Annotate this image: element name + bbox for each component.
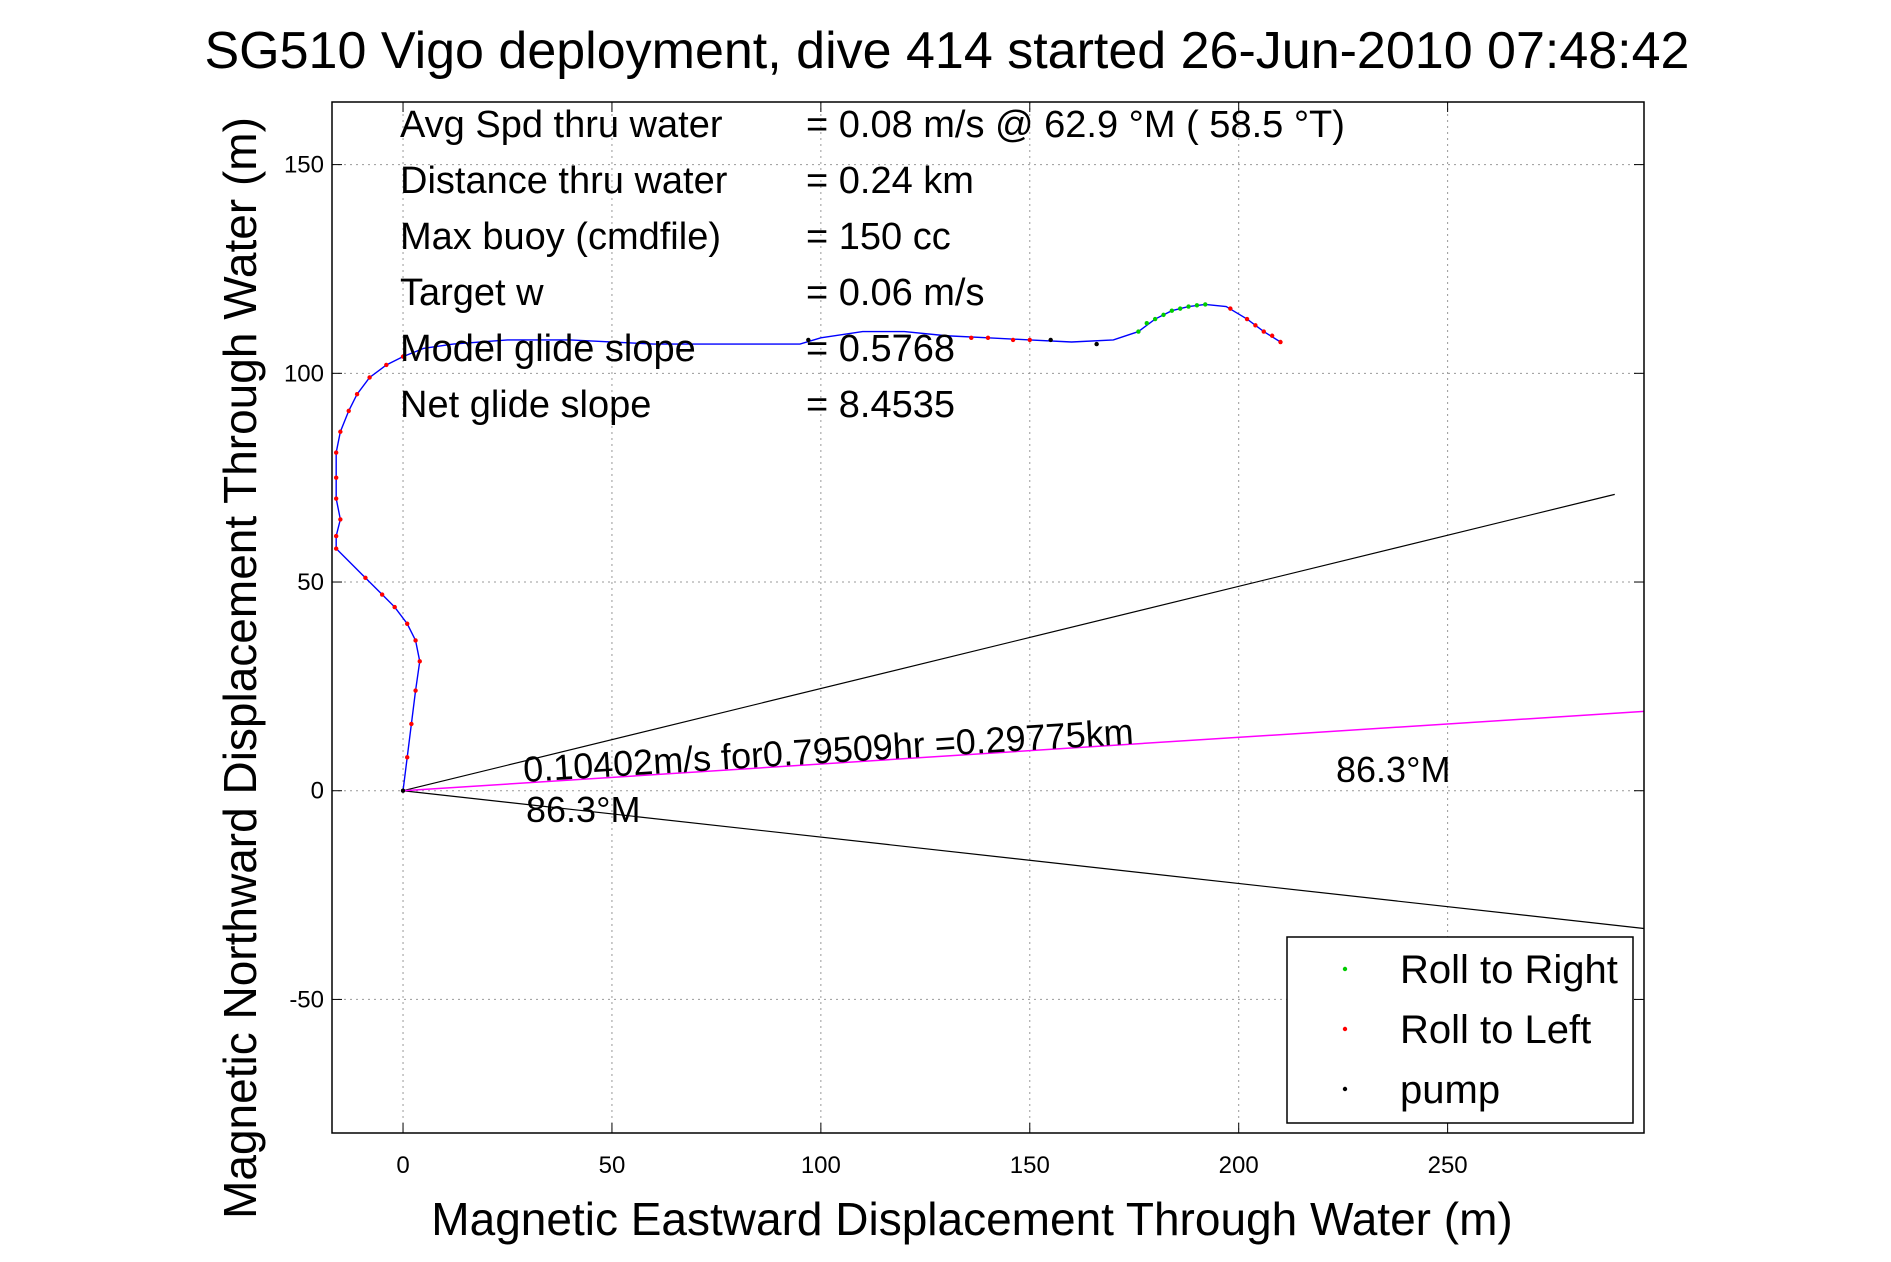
- marker-pump: [1094, 341, 1099, 347]
- marker-roll-to-left: [405, 621, 410, 626]
- stat-label: Model glide slope: [400, 328, 696, 370]
- marker-roll-to-right: [1203, 302, 1208, 307]
- marker-roll-to-left: [985, 335, 991, 341]
- x-tick-label: 0: [396, 1152, 409, 1179]
- marker-roll-to-right: [1186, 304, 1191, 309]
- marker-roll-to-left: [417, 659, 422, 664]
- marker-roll-to-left: [1027, 337, 1032, 343]
- marker-roll-to-left: [392, 604, 397, 610]
- legend-label: pump: [1400, 1068, 1500, 1112]
- marker-roll-to-right: [1161, 312, 1166, 318]
- stat-label: Distance thru water: [400, 160, 728, 202]
- marker-roll-to-left: [400, 354, 406, 359]
- track-line: [335, 303, 1281, 791]
- marker-roll-to-left: [333, 496, 339, 501]
- cone-line: [402, 493, 1615, 792]
- stat-label: Avg Spd thru water: [400, 104, 723, 146]
- marker-roll-to-right: [1144, 321, 1149, 326]
- current-vector: [402, 710, 1645, 792]
- marker-roll-to-left: [413, 688, 418, 693]
- legend-label: Roll to Right: [1400, 948, 1618, 992]
- legend-marker: [1342, 966, 1348, 972]
- stat-value: = 0.24 km: [806, 160, 974, 202]
- marker-pump: [400, 788, 406, 793]
- y-axis-ticks: -50 0 50 100 150: [284, 152, 1644, 1013]
- x-tick-label: 250: [1428, 1152, 1468, 1179]
- marker-pump: [1048, 337, 1053, 343]
- marker-roll-to-left: [333, 450, 339, 455]
- marker-roll-to-left: [333, 533, 339, 539]
- x-tick-label: 150: [1010, 1152, 1050, 1179]
- marker-roll-to-left: [346, 408, 351, 414]
- x-tick-label: 100: [801, 1152, 841, 1179]
- marker-roll-to-left: [1010, 337, 1016, 343]
- marker-roll-to-right: [1194, 303, 1200, 308]
- marker-roll-to-left: [338, 429, 343, 434]
- marker-roll-to-left: [1269, 333, 1275, 338]
- series-markers: [333, 302, 1283, 793]
- marker-roll-to-left: [354, 391, 360, 397]
- marker-roll-to-left: [367, 375, 372, 380]
- stat-label: Net glide slope: [400, 384, 651, 426]
- y-tick-label: -50: [289, 986, 324, 1013]
- marker-roll-to-right: [1169, 308, 1175, 313]
- marker-roll-to-left: [1244, 316, 1250, 322]
- heading-label-near: 86.3°M: [526, 789, 640, 830]
- stat-value: = 150 cc: [806, 216, 951, 258]
- marker-roll-to-left: [1228, 306, 1233, 311]
- y-tick-label: 150: [284, 152, 324, 179]
- marker-roll-to-right: [1152, 316, 1158, 322]
- chart-title: SG510 Vigo deployment, dive 414 started …: [205, 22, 1690, 80]
- stat-label: Max buoy (cmdfile): [400, 216, 721, 258]
- y-tick-label: 50: [297, 569, 324, 596]
- marker-roll-to-right: [1178, 306, 1183, 311]
- marker-roll-to-left: [969, 335, 974, 341]
- y-tick-label: 0: [311, 778, 324, 805]
- stat-value: = 0.5768: [806, 328, 955, 370]
- stats-block: Avg Spd thru water = 0.08 m/s @ 62.9 °M (…: [400, 104, 1345, 426]
- marker-roll-to-left: [333, 546, 339, 551]
- x-tick-label: 200: [1219, 1152, 1259, 1179]
- legend: Roll to Right Roll to Left pump: [1286, 936, 1634, 1124]
- y-axis-label: Magnetic Northward Displacement Through …: [214, 117, 266, 1219]
- x-axis-ticks: 0 50 100 150 200 250: [396, 102, 1468, 1179]
- marker-roll-to-left: [338, 517, 343, 522]
- stat-value: = 8.4535: [806, 384, 955, 426]
- marker-roll-to-left: [409, 721, 414, 727]
- heading-label-far: 86.3°M: [1336, 749, 1450, 790]
- marker-roll-to-left: [333, 475, 339, 480]
- marker-roll-to-left: [1261, 329, 1266, 334]
- marker-roll-to-right: [1136, 329, 1141, 334]
- legend-marker: [1342, 1026, 1348, 1032]
- y-tick-label: 100: [284, 360, 324, 387]
- x-tick-label: 50: [599, 1152, 626, 1179]
- stat-value: = 0.06 m/s: [806, 272, 984, 314]
- plot-area: [331, 101, 1645, 1134]
- marker-roll-to-left: [405, 755, 410, 760]
- legend-label: Roll to Left: [1400, 1008, 1591, 1052]
- cone-line: [402, 790, 1645, 930]
- x-axis-label: Magnetic Eastward Displacement Through W…: [431, 1193, 1512, 1245]
- marker-roll-to-left: [1253, 323, 1258, 328]
- marker-roll-to-left: [379, 592, 385, 597]
- marker-roll-to-left: [363, 575, 368, 581]
- stat-label: Target w: [400, 272, 544, 314]
- current-vector-line: [402, 710, 1645, 792]
- marker-roll-to-left: [413, 638, 418, 643]
- dive-track: [335, 303, 1281, 791]
- legend-marker: [1342, 1086, 1348, 1092]
- stat-value: = 0.08 m/s @ 62.9 °M ( 58.5 °T): [806, 104, 1345, 146]
- marker-roll-to-left: [384, 362, 389, 368]
- marker-roll-to-left: [1278, 339, 1283, 345]
- uncertainty-cone: [402, 493, 1645, 930]
- marker-pump: [806, 337, 811, 343]
